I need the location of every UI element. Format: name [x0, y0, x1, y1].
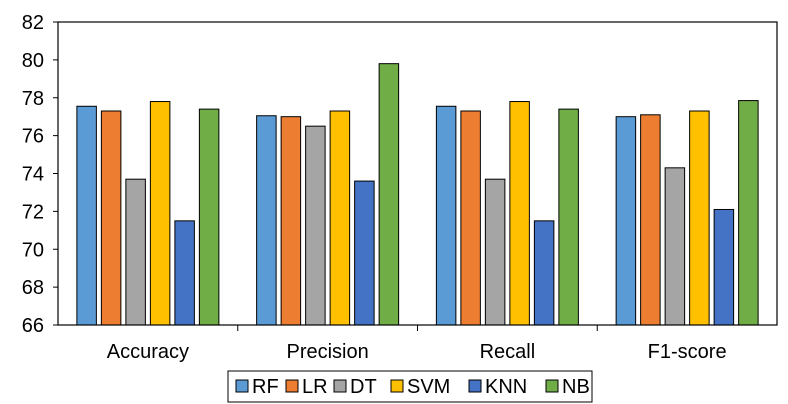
x-category-label: Precision — [286, 341, 368, 363]
bar-lr-recall — [460, 110, 481, 326]
x-category-label: Accuracy — [107, 341, 189, 363]
bar-knn-precision — [354, 180, 375, 326]
y-tick-label: 70 — [22, 239, 44, 261]
bars-group — [76, 63, 759, 326]
legend-swatch-svm — [390, 379, 404, 393]
bar-knn-accuracy — [174, 220, 195, 326]
y-tick-label: 82 — [22, 12, 44, 34]
legend-label-nb: NB — [562, 376, 590, 398]
bar-lr-accuracy — [100, 110, 122, 326]
bar-lr-precision — [280, 116, 302, 326]
bar-nb-precision — [378, 63, 400, 326]
bar-nb-accuracy — [198, 108, 220, 326]
x-category-label: Recall — [480, 341, 536, 363]
legend: RF LR DT SVM KNN NB — [227, 370, 593, 403]
legend-label-svm: SVM — [407, 376, 450, 398]
bar-dt-precision — [305, 125, 326, 326]
legend-swatch-lr — [285, 379, 299, 393]
bar-lr-f1-score — [640, 114, 661, 326]
legend-swatch-nb — [545, 379, 559, 393]
bar-svm-f1-score — [689, 110, 710, 326]
legend-swatch-dt — [333, 379, 347, 393]
bar-dt-accuracy — [125, 178, 146, 326]
x-category-label: F1-score — [648, 341, 727, 363]
bar-knn-recall — [533, 220, 555, 326]
y-tick-label: 76 — [22, 126, 44, 148]
bar-nb-recall — [558, 108, 579, 326]
y-tick-label: 66 — [22, 315, 44, 337]
y-tick-label: 68 — [22, 277, 44, 299]
x-axis: Accuracy Precision Recall F1-score — [107, 325, 727, 363]
bar-nb-f1-score — [738, 100, 759, 326]
legend-label-lr: LR — [302, 376, 328, 398]
bar-dt-recall — [484, 178, 506, 326]
bar-dt-f1-score — [664, 167, 686, 326]
bar-svm-precision — [329, 110, 351, 326]
legend-label-knn: KNN — [485, 376, 527, 398]
bar-knn-f1-score — [713, 208, 735, 326]
y-tick-label: 72 — [22, 201, 44, 223]
y-tick-label: 74 — [22, 164, 44, 186]
bar-svm-recall — [509, 101, 530, 326]
legend-swatch-knn — [468, 379, 482, 393]
bar-rf-f1-score — [615, 116, 637, 326]
y-tick-label: 78 — [22, 88, 44, 110]
bar-rf-recall — [435, 105, 457, 326]
bar-rf-accuracy — [76, 105, 97, 326]
legend-label-dt: DT — [350, 376, 377, 398]
bar-rf-precision — [256, 115, 277, 326]
bar-svm-accuracy — [149, 101, 171, 326]
y-tick-label: 80 — [22, 50, 44, 72]
legend-label-rf: RF — [252, 376, 279, 398]
legend-swatch-rf — [235, 379, 249, 393]
